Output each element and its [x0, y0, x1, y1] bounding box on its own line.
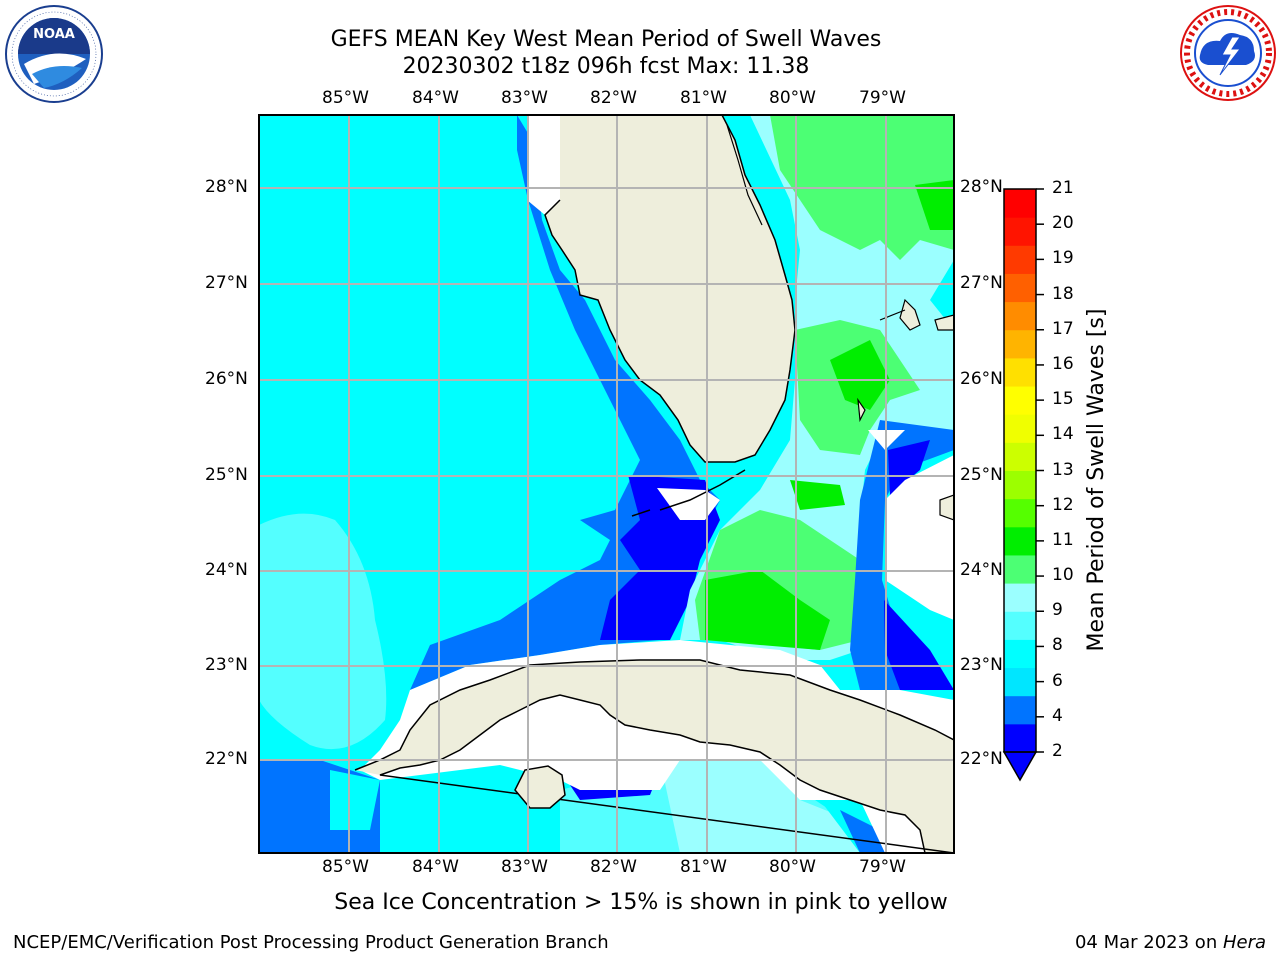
- colorbar-tick-label: 21: [1052, 178, 1074, 198]
- colorbar-segment: [1004, 245, 1036, 274]
- colorbar-tick-label: 15: [1052, 389, 1074, 410]
- lat-label-right: 28°N: [960, 177, 1003, 197]
- lat-label-right: 22°N: [960, 749, 1003, 769]
- chart-title: GEFS MEAN Key West Mean Period of Swell …: [330, 27, 882, 52]
- lat-label-left: 26°N: [205, 369, 248, 389]
- nws-logo-icon: [1180, 5, 1276, 101]
- colorbar-segment: [1004, 723, 1036, 753]
- colorbar-tick-label: 8: [1052, 635, 1063, 656]
- land-bahamas: [899, 298, 921, 331]
- swell-field-10-11: [915, 180, 954, 230]
- footer-machine: Hera: [1222, 932, 1266, 953]
- lat-label-left: 25°N: [205, 465, 248, 485]
- florida-keys: [659, 469, 746, 511]
- colorbar-segment: [1004, 357, 1036, 387]
- lat-label-right: 24°N: [960, 560, 1003, 580]
- lon-label-top: 81°W: [680, 88, 727, 108]
- lat-label-left: 28°N: [205, 177, 248, 197]
- colorbar-tick-label: 13: [1052, 459, 1074, 480]
- sea-ice-note: Sea Ice Concentration > 15% is shown in …: [334, 890, 948, 915]
- lon-label-top: 83°W: [501, 88, 548, 108]
- lat-label-left: 22°N: [205, 749, 248, 769]
- noaa-logo-icon: NOAA: [5, 5, 103, 103]
- land-cuba: [355, 660, 954, 853]
- lon-label-bottom: 82°W: [590, 857, 637, 877]
- footer-date-text: 04 Mar 2023 on: [1074, 932, 1223, 953]
- map-area: [259, 115, 954, 853]
- colorbar-segment: [1004, 442, 1036, 471]
- colorbar-segment: [1004, 470, 1036, 500]
- colorbar-segment: [1004, 217, 1036, 246]
- colorbar-tick-label: 2: [1052, 741, 1063, 761]
- chart-subtitle: 20230302 t18z 096h fcst Max: 11.38: [402, 54, 810, 79]
- colorbar-tick-label: 11: [1052, 529, 1074, 550]
- colorbar-tick-label: 20: [1052, 213, 1074, 234]
- lon-label-bottom: 85°W: [322, 857, 369, 877]
- colorbar-tick-label: 14: [1052, 424, 1074, 445]
- colorbar-tick-label: 18: [1052, 283, 1074, 304]
- map-gridlines: [259, 115, 954, 853]
- lon-label-bottom: 79°W: [859, 857, 906, 877]
- colorbar-tick-label: 19: [1052, 248, 1074, 269]
- coastline-cuba: [354, 659, 954, 853]
- colorbar-tick-label: 4: [1052, 705, 1063, 726]
- colorbar-tick-label: 12: [1052, 494, 1074, 515]
- lat-label-right: 25°N: [960, 465, 1003, 485]
- colorbar-segment: [1004, 667, 1036, 697]
- colorbar-segment: [1004, 329, 1036, 359]
- lon-label-top: 82°W: [590, 88, 637, 108]
- colorbar-segment: [1004, 273, 1036, 303]
- noaa-logo-text: NOAA: [33, 27, 75, 42]
- map-frame: [258, 114, 955, 854]
- colorbar-segment: [1004, 611, 1036, 640]
- lon-label-top: 85°W: [322, 88, 369, 108]
- colorbar-segment: [1004, 301, 1036, 331]
- colorbar-segment: [1004, 414, 1036, 443]
- footer-date: 04 Mar 2023 on Hera: [1075, 932, 1266, 953]
- colorbar-segment: [1004, 386, 1036, 415]
- colorbar-tick-label: 6: [1052, 670, 1063, 691]
- lat-label-left: 24°N: [205, 560, 248, 580]
- colorbar-segment: [1004, 554, 1036, 584]
- colorbar-segment: [1004, 583, 1036, 612]
- colorbar-label: Mean Period of Swell Waves [s]: [1084, 308, 1109, 652]
- lat-label-left: 23°N: [205, 655, 248, 675]
- colorbar-segment: [1004, 526, 1036, 556]
- lon-label-top: 84°W: [412, 88, 459, 108]
- lon-label-bottom: 80°W: [769, 857, 816, 877]
- lat-label-right: 27°N: [960, 273, 1003, 293]
- colorbar-segment: [1004, 189, 1036, 218]
- lon-label-bottom: 81°W: [680, 857, 727, 877]
- colorbar: [1002, 188, 1044, 782]
- colorbar-segment: [1004, 639, 1036, 669]
- lon-label-bottom: 84°W: [412, 857, 459, 877]
- colorbar-tick-label: 16: [1052, 353, 1074, 374]
- lon-label-top: 79°W: [859, 88, 906, 108]
- colorbar-extend-arrow: [1002, 751, 1038, 782]
- footer-credit: NCEP/EMC/Verification Post Processing Pr…: [13, 932, 609, 953]
- lon-label-top: 80°W: [769, 88, 816, 108]
- colorbar-segment: [1004, 695, 1036, 725]
- swell-field-6-8: [259, 513, 387, 750]
- colorbar-tick-label: 17: [1052, 318, 1074, 339]
- colorbar-tick-label: 9: [1052, 600, 1063, 621]
- land-florida: [545, 115, 795, 462]
- lat-label-left: 27°N: [205, 273, 248, 293]
- colorbar-segment: [1004, 498, 1036, 528]
- coastline-florida: [544, 115, 796, 463]
- colorbar-tick-label: 10: [1052, 565, 1074, 586]
- lat-label-right: 23°N: [960, 655, 1003, 675]
- lon-label-bottom: 83°W: [501, 857, 548, 877]
- lat-label-right: 26°N: [960, 369, 1003, 389]
